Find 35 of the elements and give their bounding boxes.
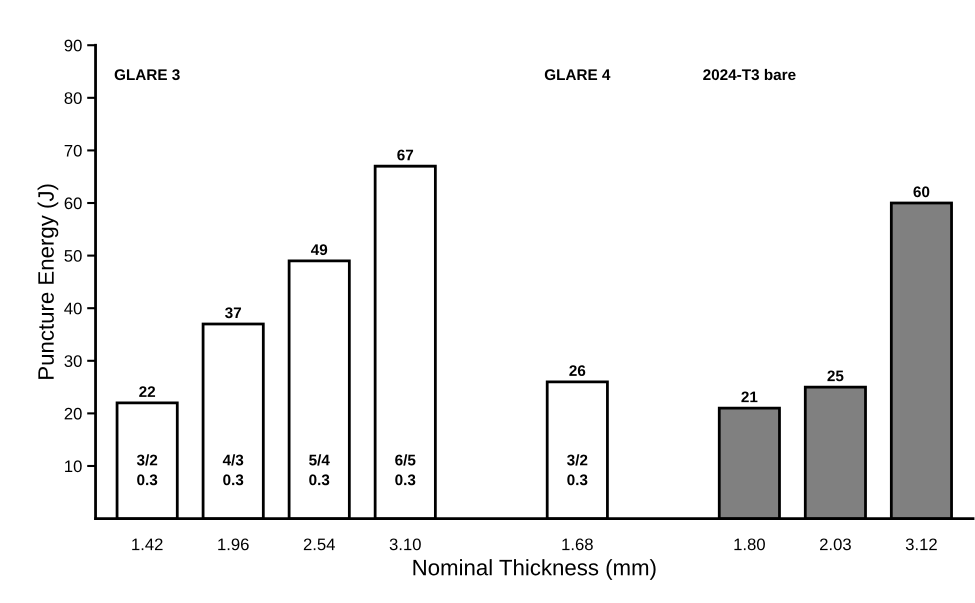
y-axis-title: Puncture Energy (J) <box>38 184 58 379</box>
data-label: 25 <box>827 370 844 382</box>
data-label: 60 <box>913 186 930 198</box>
x-tick-label: 1.68 <box>562 538 593 550</box>
x-tick-label: 1.42 <box>132 538 163 550</box>
x-tick-label: 3.12 <box>906 538 937 550</box>
annotation: 3/2 0.3 <box>567 454 588 486</box>
y-tick-label: 70 <box>64 144 82 157</box>
annotation: 3/2 0.3 <box>136 454 158 486</box>
data-label: 49 <box>310 244 328 256</box>
y-tick-label: 60 <box>64 197 82 210</box>
annotation: GLARE 4 <box>544 69 610 80</box>
y-tick-label: 30 <box>64 355 82 367</box>
x-tick-label: 3.10 <box>390 538 421 550</box>
x-tick-label: 2.54 <box>304 538 335 550</box>
y-tick-label: 20 <box>64 408 82 420</box>
y-tick-label: 10 <box>65 460 82 472</box>
y-tick-label: 80 <box>64 92 82 104</box>
y-tick-label: 40 <box>64 302 82 314</box>
annotation: 4/3 0.3 <box>222 454 244 486</box>
data-label: 26 <box>569 365 586 376</box>
x-tick-label: 1.80 <box>734 538 765 550</box>
y-tick-label: 50 <box>64 250 82 262</box>
y-tick-label: 90 <box>64 40 82 52</box>
data-label: 22 <box>139 386 156 397</box>
annotation: 2024-T3 bare <box>703 68 796 80</box>
data-label: 21 <box>741 392 758 402</box>
data-label: 67 <box>397 150 414 160</box>
annotation: 6/5 0.3 <box>395 454 416 486</box>
x-axis-title: Nominal Thickness (mm) <box>413 559 656 580</box>
x-tick-label: 2.03 <box>820 538 851 550</box>
annotation: 5/4 0.3 <box>309 454 330 486</box>
annotation: GLARE 3 <box>114 69 180 80</box>
x-tick-label: 1.96 <box>218 538 249 550</box>
data-label: 37 <box>225 307 242 318</box>
